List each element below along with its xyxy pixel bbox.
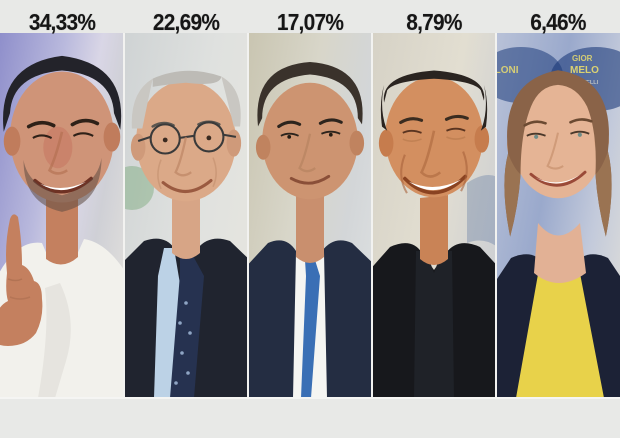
svg-text:GIOR: GIOR [572,54,593,63]
svg-text:ELONI: ELONI [496,65,519,76]
svg-text:MELO: MELO [570,65,599,76]
